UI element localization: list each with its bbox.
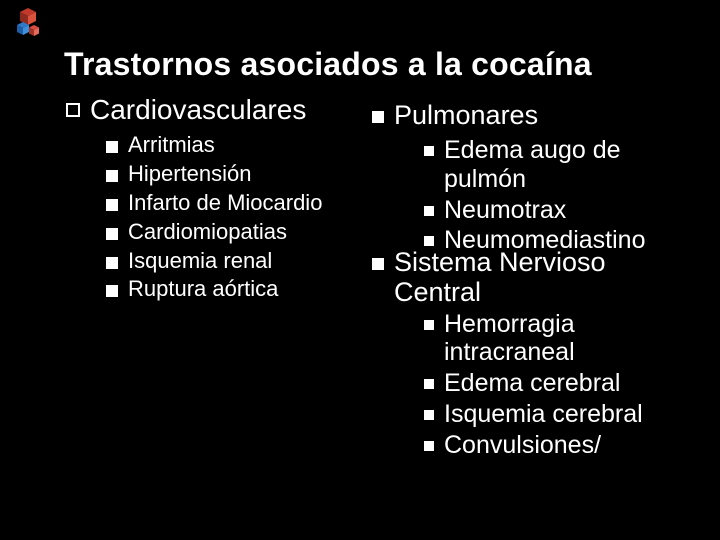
bullet-square-icon bbox=[106, 228, 118, 240]
list-item: Infarto de Miocardio bbox=[106, 190, 336, 217]
item-text: Cardiomiopatias bbox=[128, 219, 287, 246]
list-item: Ruptura aórtica bbox=[106, 276, 336, 303]
heading-row: Pulmonares bbox=[372, 100, 692, 130]
item-text: Isquemia renal bbox=[128, 248, 272, 275]
bullet-square-icon bbox=[106, 141, 118, 153]
right-column: Pulmonares Edema augo de pulmón Neumotra… bbox=[372, 94, 692, 459]
bullet-square-icon bbox=[424, 441, 434, 451]
left-column: Cardiovasculares Arritmias Hipertensión … bbox=[66, 94, 336, 459]
bullet-square-icon bbox=[106, 170, 118, 182]
bullet-square-icon bbox=[106, 285, 118, 297]
bullet-square-icon bbox=[106, 199, 118, 211]
item-text: Neumotrax bbox=[444, 196, 566, 225]
right-heading-0: Pulmonares bbox=[394, 100, 538, 130]
slide-title: Trastornos asociados a la cocaína bbox=[64, 46, 592, 83]
item-text: Convulsiones/ bbox=[444, 431, 601, 460]
list-item: Edema cerebral bbox=[424, 369, 692, 398]
list-item: Arritmias bbox=[106, 132, 336, 159]
item-text: Hipertensión bbox=[128, 161, 252, 188]
bullet-outline-icon bbox=[66, 103, 80, 117]
list-item: Convulsiones/ bbox=[424, 431, 692, 460]
list-item: Neumotrax bbox=[424, 196, 692, 225]
right-heading-1: Sistema Nervioso Central bbox=[394, 247, 692, 307]
list-item: Isquemia cerebral bbox=[424, 400, 692, 429]
item-text: Isquemia cerebral bbox=[444, 400, 643, 429]
bullet-square-icon bbox=[424, 379, 434, 389]
item-text: Arritmias bbox=[128, 132, 215, 159]
item-text: Edema cerebral bbox=[444, 369, 620, 398]
bullet-square-icon bbox=[424, 320, 434, 330]
list-item: Cardiomiopatias bbox=[106, 219, 336, 246]
item-text: Edema augo de pulmón bbox=[444, 136, 692, 194]
slide-body: Cardiovasculares Arritmias Hipertensión … bbox=[66, 94, 708, 540]
heading-row: Sistema Nervioso Central bbox=[372, 247, 692, 307]
bullet-square-icon bbox=[106, 257, 118, 269]
list-item: Hemorragia intracraneal bbox=[424, 310, 692, 368]
item-text: Infarto de Miocardio bbox=[128, 190, 322, 217]
bullet-square-icon bbox=[424, 410, 434, 420]
list-item: Hipertensión bbox=[106, 161, 336, 188]
item-text: Ruptura aórtica bbox=[128, 276, 278, 303]
list-item: Isquemia renal bbox=[106, 248, 336, 275]
bullet-square-icon bbox=[372, 111, 384, 123]
item-text: Hemorragia intracraneal bbox=[444, 310, 692, 368]
left-heading: Cardiovasculares bbox=[90, 94, 306, 126]
bullet-square-icon bbox=[424, 146, 434, 156]
list-item: Edema augo de pulmón bbox=[424, 136, 692, 194]
slide: Trastornos asociados a la cocaína Cardio… bbox=[0, 0, 720, 540]
bullet-square-icon bbox=[372, 258, 384, 270]
bullet-square-icon bbox=[424, 206, 434, 216]
logo-icon bbox=[10, 6, 46, 42]
heading-row: Cardiovasculares bbox=[66, 94, 336, 126]
bullet-square-icon bbox=[424, 236, 434, 246]
